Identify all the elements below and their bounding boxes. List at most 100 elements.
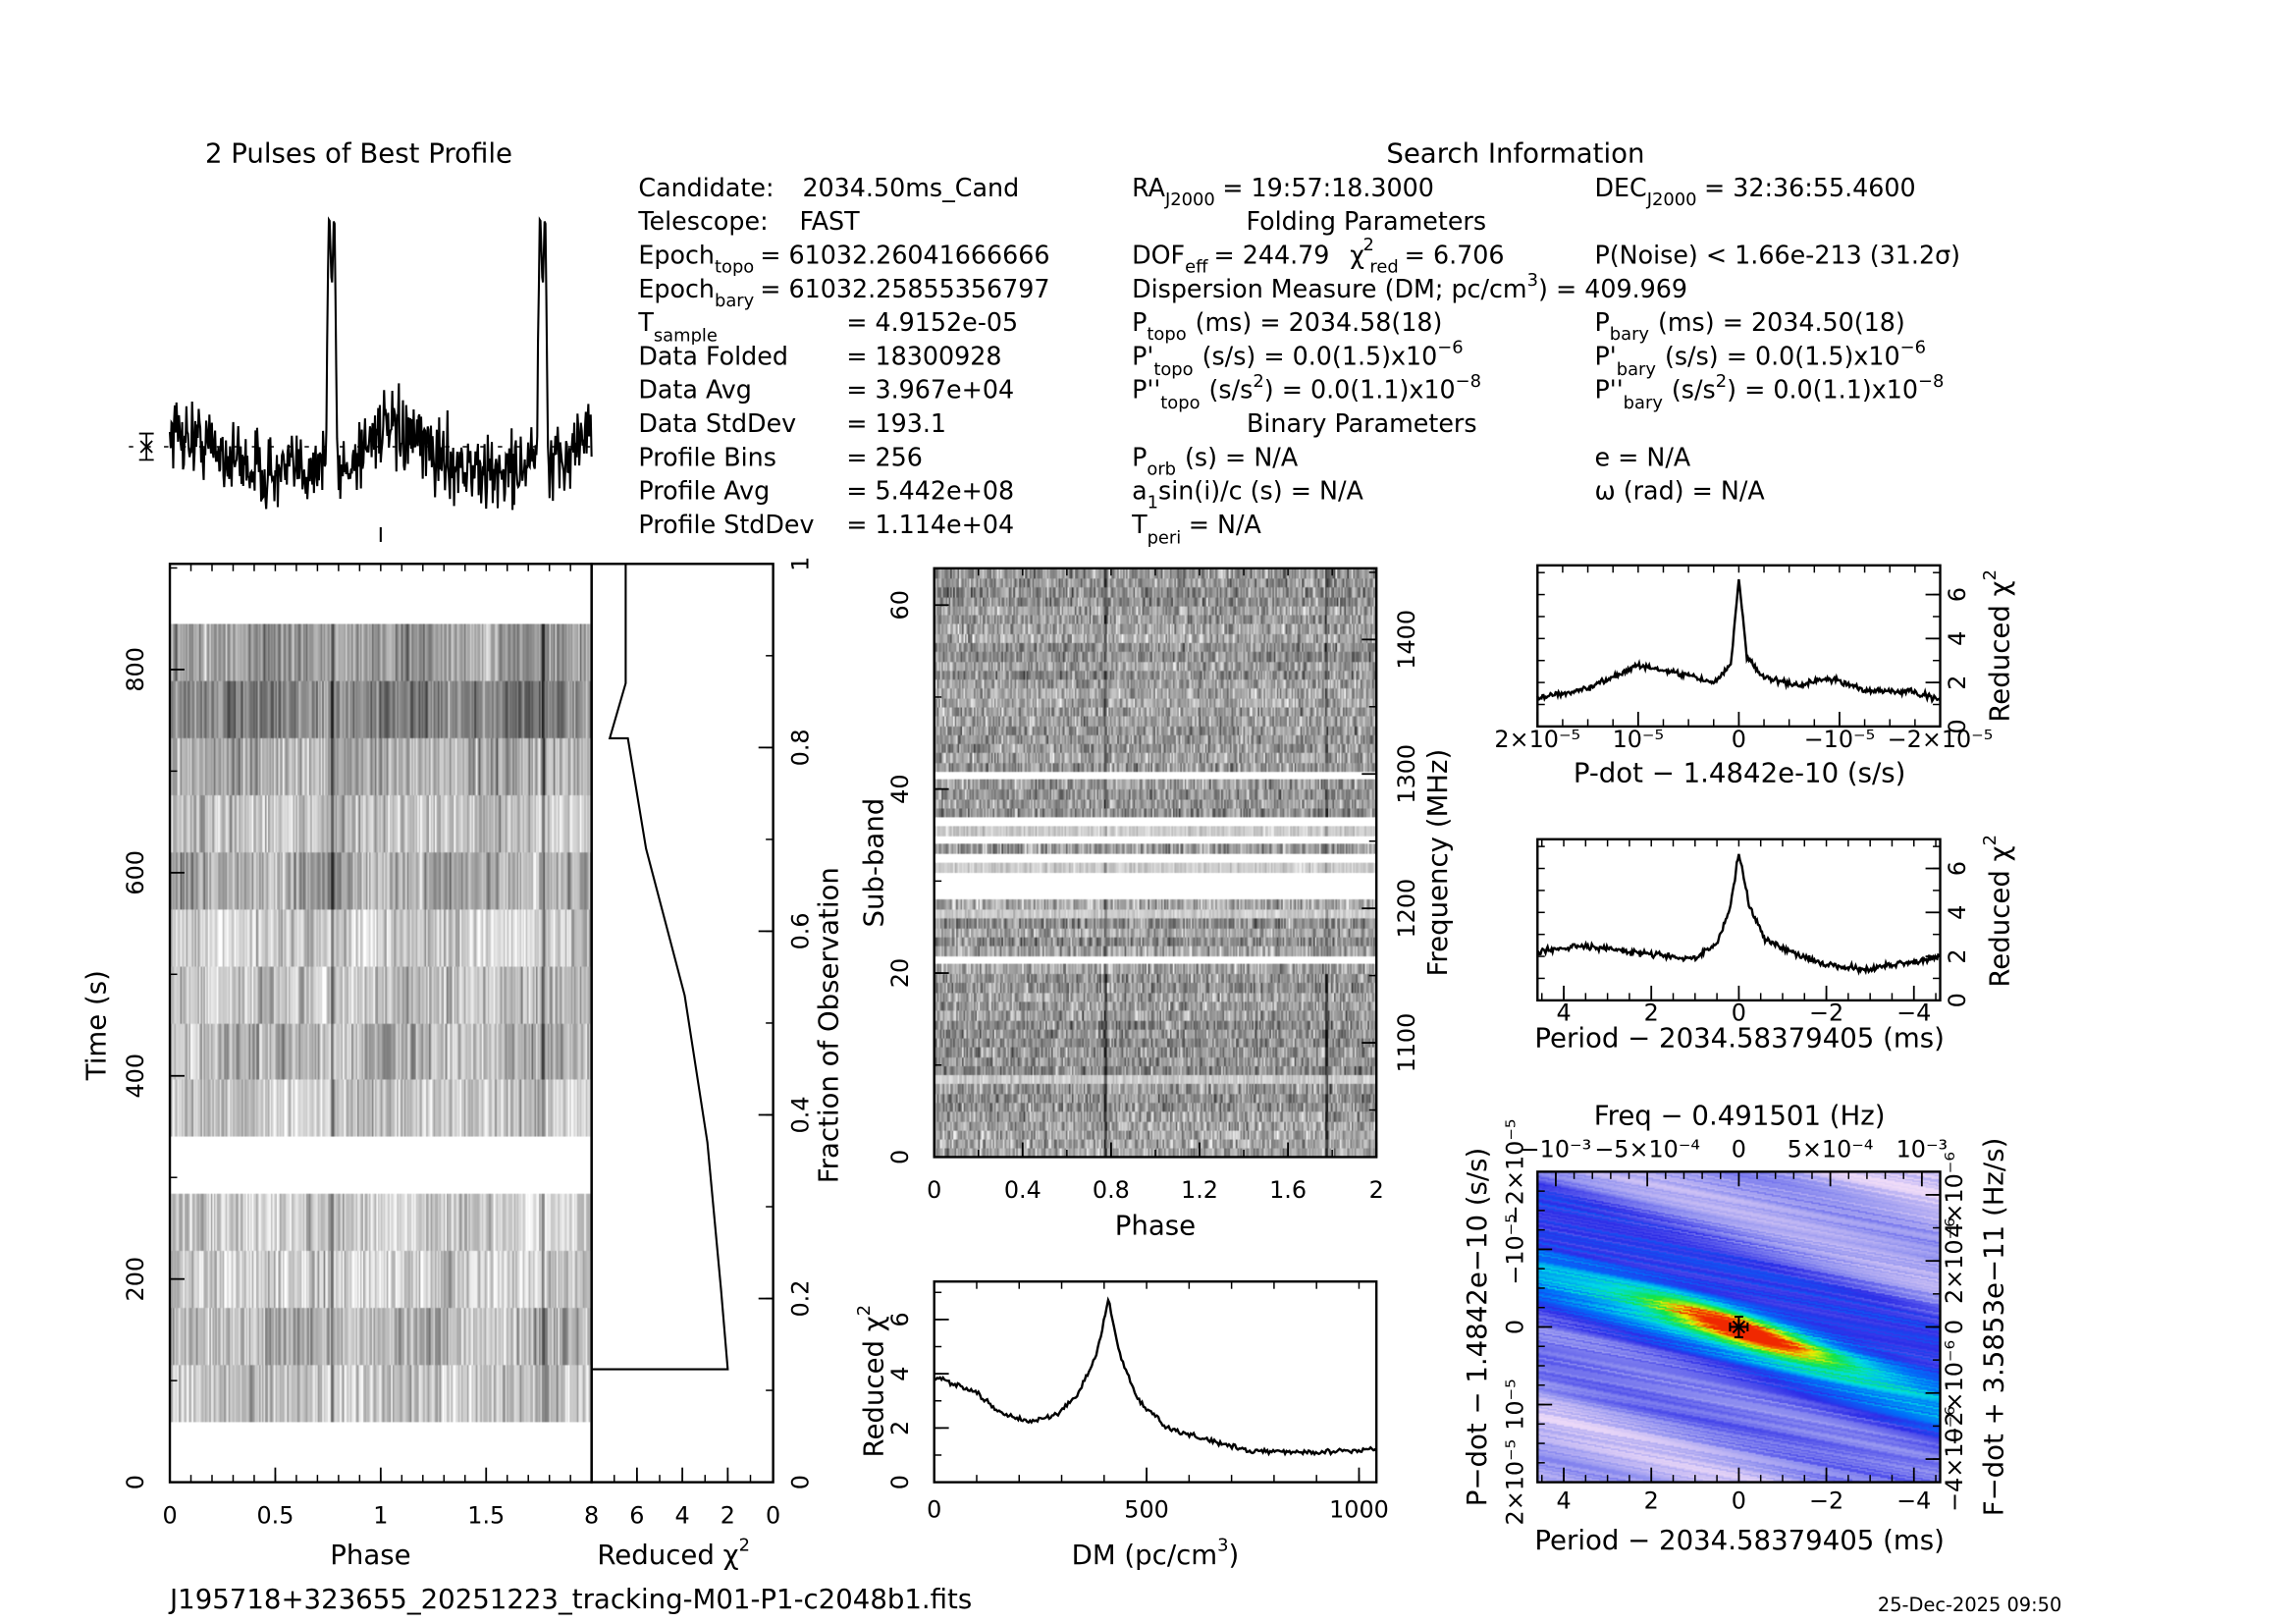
subband-y-tick-label: 0	[886, 1150, 914, 1164]
time-phase-image	[170, 623, 592, 1423]
dec: DECJ2000 = 32:36:55.4600	[1594, 173, 1915, 210]
frequency-ylabel: Frequency (MHz)	[1421, 749, 1454, 977]
frequency-y-tick-label: 1200	[1393, 879, 1420, 939]
period-ylabel: Reduced χ2	[1980, 835, 2015, 988]
ppdot-x-tick-label: −4	[1896, 1487, 1931, 1514]
time-phase-frame	[168, 563, 593, 1484]
time-phase-y-tick-label: 0	[122, 1475, 149, 1489]
cum-chi2-x-tick-label: 2	[721, 1501, 735, 1529]
pdot-y-tick-label: 0	[1944, 719, 1971, 733]
time-phase-x-tick-label: 0.5	[256, 1501, 294, 1529]
subband-phase-image	[934, 568, 1377, 1158]
ppdot-y-tick-label: −2×10⁻⁵	[1501, 1119, 1528, 1225]
time-phase-x-tick-label: 1	[373, 1501, 388, 1529]
dm-curve	[934, 1296, 1378, 1457]
frequency-y-tick-label: 1300	[1393, 744, 1420, 804]
ppdot-fdot-y-tick-label: −2×10⁻⁶	[1941, 1340, 1968, 1446]
ppdot-y-tick-label: 10⁻⁵	[1501, 1379, 1528, 1431]
pdot-x-tick-label: −2×10⁻⁵	[1888, 726, 1994, 753]
pdot-y-tick-label: 2	[1944, 676, 1971, 690]
cum-chi2-y-tick-label: 0.4	[786, 1097, 814, 1134]
pdot-y-tick-label: 4	[1944, 631, 1971, 646]
fits-filename: J195718+323655_20251223_tracking-M01-P1-…	[168, 1583, 972, 1615]
subband-y-tick-label: 20	[886, 958, 914, 988]
tsample-value: = 4.9152e-05	[846, 307, 1018, 337]
dm-x-tick-label: 0	[927, 1495, 941, 1523]
eccentricity: e = N/A	[1594, 442, 1690, 471]
dm-ylabel: Reduced χ2	[854, 1305, 889, 1458]
period-x-tick-label: 2	[1644, 1000, 1659, 1027]
pdot-x-tick-label: 0	[1732, 726, 1746, 753]
pdot-topo: P'topo (s/s) = 0.0(1.5)x10−6	[1132, 337, 1464, 379]
dm-x-tick-label: 1000	[1329, 1495, 1389, 1523]
subband-ylabel: Sub-band	[857, 798, 889, 928]
ppdot-fdot-y-tick-label: 4×10⁻⁶	[1941, 1152, 1968, 1238]
pddot-topo: P''topo (s/s2) = 0.0(1.1)x10−8	[1132, 371, 1481, 413]
search-info-block: Candidate: 2034.50ms_Cand Telescope: FAS…	[637, 173, 1960, 549]
profile-stddev-value: = 1.114e+04	[846, 510, 1014, 539]
period-x-tick-label: 4	[1556, 1000, 1571, 1027]
period-y-tick-label: 4	[1944, 905, 1971, 920]
telescope-value: FAST	[799, 206, 860, 236]
profile-avg-label: Profile Avg	[638, 476, 770, 506]
cum-chi2-y-tick-label: 0.8	[786, 729, 814, 766]
ppdot-ylabel: P−dot − 1.4842e−10 (s/s)	[1461, 1148, 1493, 1507]
time-phase-x-tick-label: 0	[162, 1501, 177, 1529]
subband-frame	[933, 567, 1378, 1159]
cum-chi2-line	[591, 564, 729, 1371]
cum-chi2-x-tick-label: 0	[766, 1501, 780, 1529]
plot-date: 25-Dec-2025 09:50	[1878, 1594, 2061, 1616]
period-frame	[1536, 838, 1942, 1002]
period-xlabel: Period − 2034.58379405 (ms)	[1534, 1022, 1944, 1055]
profile-stddev-label: Profile StdDev	[638, 510, 814, 539]
ppdot-freq-x-tick-label: 0	[1732, 1135, 1746, 1163]
period-y-tick-label: 0	[1944, 993, 1971, 1007]
time-phase-y-tick-label: 400	[122, 1054, 149, 1099]
period-x-tick-label: −2	[1809, 1000, 1843, 1027]
dm-y-tick-label: 0	[886, 1475, 914, 1489]
ppdot-x-tick-label: −2	[1809, 1487, 1843, 1514]
dm-frame	[933, 1280, 1378, 1484]
subband-x-tick-label: 0.8	[1093, 1176, 1130, 1204]
dm-y-tick-label: 2	[886, 1421, 914, 1435]
time-phase-x-tick-label: 1.5	[467, 1501, 505, 1529]
cum-chi2-y-tick-label: 0	[786, 1475, 814, 1489]
candidate-label: Candidate:	[638, 173, 774, 202]
cum-chi2-xlabel: Reduced χ2	[597, 1536, 750, 1571]
ppdot-freq-x-tick-label: 10⁻³	[1896, 1135, 1949, 1163]
t-peri: Tperi = N/A	[1131, 510, 1261, 548]
period-y-tick-label: 6	[1944, 861, 1971, 876]
ppdot-y-tick-label: −10⁻⁵	[1501, 1214, 1528, 1285]
profile-bins-value: = 256	[846, 442, 923, 471]
data-avg-value: = 3.967e+04	[846, 375, 1014, 405]
pdot-x-tick-label: 2×10⁻⁵	[1494, 726, 1580, 753]
data-folded-label: Data Folded	[638, 341, 788, 370]
pdot-xlabel: P-dot − 1.4842e-10 (s/s)	[1574, 757, 1906, 789]
telescope-label: Telescope:	[637, 206, 768, 236]
pdot-ylabel: Reduced χ2	[1980, 569, 2015, 723]
cum-chi2-y-tick-label: 0.6	[786, 912, 814, 949]
p-orb: Porb (s) = N/A	[1132, 442, 1299, 479]
cum-chi2-x-tick-label: 6	[629, 1501, 644, 1529]
period-x-tick-label: 0	[1732, 1000, 1746, 1027]
folding-params-title: Folding Parameters	[1246, 206, 1486, 236]
cum-chi2-y-tick-label: 1	[786, 557, 814, 571]
p-topo: Ptopo (ms) = 2034.58(18)	[1132, 307, 1442, 345]
epoch-bary: Epochbary = 61032.25855356797	[638, 274, 1049, 311]
dm-y-tick-label: 6	[886, 1312, 914, 1326]
omega: ω (rad) = N/A	[1594, 476, 1765, 506]
time-phase-y-tick-label: 200	[122, 1257, 149, 1302]
ppdot-freq-x-tick-label: −5×10⁻⁴	[1594, 1135, 1700, 1163]
ppdot-y-tick-label: 2×10⁻⁵	[1501, 1439, 1528, 1526]
ppdot-fdot-y-tick-label: −4×10⁻⁶	[1941, 1406, 1968, 1512]
subband-x-tick-label: 0.4	[1004, 1176, 1041, 1204]
data-avg-label: Data Avg	[638, 375, 752, 405]
binary-params-title: Binary Parameters	[1247, 408, 1477, 438]
pddot-bary: P''bary (s/s2) = 0.0(1.1)x10−8	[1594, 371, 1944, 413]
a1-sini: a1sin(i)/c (s) = N/A	[1132, 476, 1363, 514]
subband-x-tick-label: 1.6	[1269, 1176, 1307, 1204]
time-phase-xlabel: Phase	[330, 1539, 410, 1571]
frequency-y-tick-label: 1400	[1393, 610, 1420, 670]
pdot-x-tick-label: 10⁻⁵	[1613, 726, 1665, 753]
